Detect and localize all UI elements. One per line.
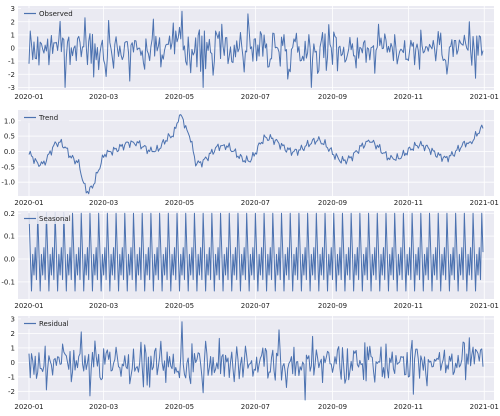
y-tick-label: 3 — [11, 5, 15, 13]
x-tick-label: 2021-01 — [470, 403, 499, 411]
x-tick-label: 2020-05 — [165, 93, 194, 101]
x-tick-label: 2020-07 — [241, 403, 270, 411]
y-tick-label: -0.1 — [1, 278, 15, 286]
y-tick-label: -2 — [8, 71, 15, 79]
y-tick-label: 0 — [11, 45, 15, 53]
x-tick-label: 2020-09 — [318, 403, 347, 411]
y-tick-label: 0.0 — [4, 256, 15, 264]
y-tick-label: -0.5 — [1, 163, 15, 171]
legend-box — [21, 318, 69, 329]
legend-label: Trend — [38, 114, 58, 122]
y-tick-label: 1 — [11, 31, 15, 39]
x-tick-label: 2020-11 — [394, 302, 423, 310]
x-tick-label: 2020-05 — [165, 403, 194, 411]
seasonal-panel: 2020-01 2020-03 2020-05 2020-07 2020-09 2020-… — [1, 210, 499, 310]
x-tick-label: 2020-01 — [14, 302, 43, 310]
x-tick-label: 2020-11 — [394, 93, 423, 101]
x-tick-label: 2020-03 — [89, 199, 118, 207]
legend-label: Seasonal — [39, 215, 71, 223]
legend-label: Observed — [39, 10, 73, 18]
y-tick-label: -3 — [8, 84, 15, 92]
x-tick-label: 2020-01 — [14, 199, 43, 207]
series-line — [28, 114, 484, 195]
trend-panel: 2020-01 2020-03 2020-05 2020-07 2020-09 2020-… — [1, 110, 499, 207]
y-tick-label: 0.0 — [4, 148, 15, 156]
y-tick-label: -1.0 — [1, 179, 15, 187]
x-tick-label: 2020-03 — [89, 302, 118, 310]
x-tick-label: 2020-11 — [394, 199, 423, 207]
x-tick-label: 2020-03 — [89, 93, 118, 101]
x-tick-label: 2020-05 — [165, 199, 194, 207]
y-tick-label: 0.1 — [4, 233, 15, 241]
observed-panel: 2020-01 2020-03 2020-05 2020-07 2020-09 2020-… — [8, 5, 499, 101]
y-tick-label: -1 — [8, 58, 15, 66]
x-tick-label: 2021-01 — [470, 199, 499, 207]
x-tick-label: 2021-01 — [470, 93, 499, 101]
legend-box — [21, 213, 69, 224]
y-tick-label: 2 — [11, 18, 15, 26]
x-tick-label: 2020-09 — [318, 93, 347, 101]
y-tick-label: 3 — [11, 315, 15, 323]
y-tick-label: 0.5 — [4, 133, 15, 141]
y-tick-label: 0.2 — [4, 210, 15, 218]
y-tick-label: 0 — [11, 359, 15, 367]
legend-box — [21, 112, 69, 123]
x-tick-label: 2020-07 — [241, 93, 270, 101]
x-tick-label: 2020-03 — [89, 403, 118, 411]
y-tick-label: 1 — [11, 344, 15, 352]
series-line — [28, 10, 484, 88]
x-tick-label: 2020-01 — [14, 403, 43, 411]
x-tick-label: 2020-09 — [318, 199, 347, 207]
series-line — [28, 212, 484, 292]
x-tick-label: 2020-11 — [394, 403, 423, 411]
y-tick-label: -2 — [8, 388, 15, 396]
legend-label: Residual — [39, 320, 69, 328]
x-tick-label: 2020-07 — [241, 302, 270, 310]
y-tick-label: 2 — [11, 330, 15, 338]
x-tick-label: 2020-05 — [165, 302, 194, 310]
x-tick-label: 2021-01 — [470, 302, 499, 310]
series-line — [28, 321, 484, 401]
x-tick-label: 2020-07 — [241, 199, 270, 207]
y-tick-label: 1.0 — [4, 117, 15, 125]
x-tick-label: 2020-01 — [14, 93, 43, 101]
y-tick-label: -1 — [8, 373, 15, 381]
residual-panel: 2020-01 2020-03 2020-05 2020-07 2020-09 2020-… — [8, 315, 499, 411]
x-tick-label: 2020-09 — [318, 302, 347, 310]
legend-box — [21, 8, 69, 19]
